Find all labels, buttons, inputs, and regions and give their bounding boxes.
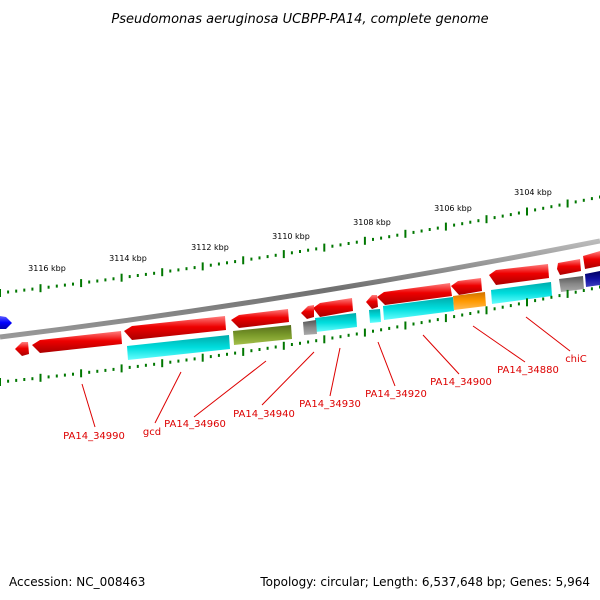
leader-line <box>81 383 96 428</box>
leader-line <box>472 325 526 363</box>
scale-label: 3116 kbp <box>28 264 66 273</box>
cds-block[interactable] <box>453 292 486 310</box>
gene-label[interactable]: PA14_34930 <box>299 399 361 410</box>
gene-arrow[interactable] <box>377 283 452 305</box>
gene-label[interactable]: gcd <box>143 427 161 438</box>
cds-block[interactable] <box>559 276 584 292</box>
gene-arrow[interactable] <box>231 309 289 328</box>
gene-label[interactable]: PA14_34880 <box>497 365 559 376</box>
gene-label[interactable]: PA14_34990 <box>63 431 125 442</box>
leader-line <box>377 341 396 387</box>
gene-arrow[interactable] <box>313 298 353 317</box>
gene-arrow[interactable] <box>583 251 600 269</box>
cds-block[interactable] <box>233 325 292 345</box>
cds-block[interactable] <box>303 320 317 335</box>
scale-label: 3108 kbp <box>353 218 391 227</box>
genome-backbone <box>0 238 600 340</box>
cds-features <box>127 271 600 360</box>
gene-label[interactable]: PA14_34940 <box>233 409 295 420</box>
leader-line <box>261 351 315 406</box>
forward-strand-genes <box>0 251 600 356</box>
gene-arrow[interactable] <box>0 316 12 329</box>
gene-arrow[interactable] <box>489 264 549 285</box>
leader-line <box>329 347 341 397</box>
cds-block[interactable] <box>383 297 454 320</box>
gene-label[interactable]: PA14_34900 <box>430 377 492 388</box>
gene-arrow[interactable] <box>301 305 314 319</box>
gene-arrow[interactable] <box>124 316 226 340</box>
gene-arrow[interactable] <box>557 259 581 275</box>
gene-arrow[interactable] <box>366 295 378 309</box>
gene-arrow[interactable] <box>15 342 29 356</box>
scale-label: 3104 kbp <box>514 188 552 197</box>
topology-text: Topology: circular; Length: 6,537,648 bp… <box>259 575 590 589</box>
gene-label[interactable]: PA14_34920 <box>365 389 427 400</box>
outer-tick-ring <box>0 195 600 297</box>
leader-line <box>422 334 460 375</box>
cds-block[interactable] <box>127 335 230 360</box>
scale-label: 3114 kbp <box>109 254 147 263</box>
cds-block[interactable] <box>585 271 600 287</box>
scale-label: 3106 kbp <box>434 204 472 213</box>
inner-tick-ring <box>0 285 600 386</box>
cds-block[interactable] <box>315 313 357 332</box>
label-leaders <box>81 316 571 428</box>
leader-line <box>525 316 571 352</box>
map-title: Pseudomonas aeruginosa UCBPP-PA14, compl… <box>111 12 488 27</box>
gene-label[interactable]: PA14_34960 <box>164 419 226 430</box>
gene-arrow[interactable] <box>451 278 482 295</box>
gene-labels: PA14_34990 gcd PA14_34960 PA14_34940 PA1… <box>63 354 587 442</box>
leader-line <box>154 371 182 424</box>
scale-label: 3110 kbp <box>272 232 310 241</box>
leader-line <box>193 360 267 418</box>
cds-block[interactable] <box>491 282 552 304</box>
scale-label: 3112 kbp <box>191 243 229 252</box>
gene-label[interactable]: chiC <box>565 354 587 365</box>
gene-arrow[interactable] <box>32 331 122 353</box>
scale-labels: 3116 kbp 3114 kbp 3112 kbp 3110 kbp 3108… <box>28 188 552 273</box>
cds-block[interactable] <box>369 309 381 323</box>
accession-text: Accession: NC_008463 <box>9 575 145 589</box>
